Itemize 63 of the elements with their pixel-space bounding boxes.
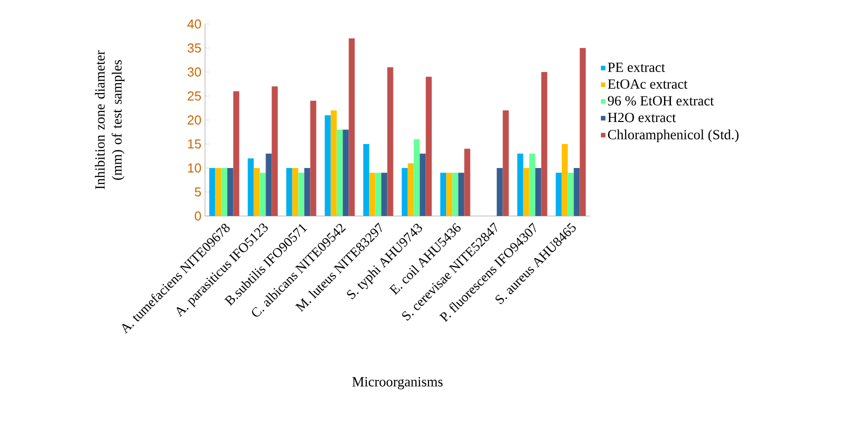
y-tick-label: 30	[188, 67, 201, 77]
bar	[574, 168, 580, 216]
bar	[363, 144, 370, 216]
x-axis-title: Microorganisms	[352, 377, 443, 390]
bar	[375, 172, 382, 216]
bar	[535, 168, 542, 216]
bar	[529, 154, 536, 216]
bar	[342, 130, 349, 216]
bar	[414, 139, 420, 216]
bar	[248, 158, 254, 216]
bar	[387, 67, 394, 216]
bar	[286, 168, 292, 216]
bar	[310, 100, 316, 216]
bar	[369, 172, 376, 216]
y-tick-label: 20	[188, 115, 201, 125]
bar	[458, 172, 464, 216]
bar	[336, 130, 343, 216]
bar	[227, 168, 234, 216]
bar	[517, 154, 524, 216]
bar	[209, 168, 216, 216]
y-tick-label: 15	[188, 139, 201, 149]
bar	[408, 163, 414, 216]
bar	[298, 172, 304, 216]
bar	[440, 172, 446, 216]
bar	[233, 91, 240, 216]
bar	[272, 86, 278, 216]
bar	[215, 168, 222, 216]
bar	[580, 48, 586, 216]
y-axis-title: Inhibition zone diameter (mm) of test samples	[94, 50, 124, 190]
legend-label: PE extract	[608, 62, 666, 72]
bar	[523, 168, 530, 216]
bar	[266, 154, 272, 216]
bar	[254, 168, 260, 216]
bar	[402, 168, 408, 216]
y-tick-label: 5	[194, 187, 201, 197]
bar	[464, 148, 470, 216]
legend-label: H2O extract	[608, 112, 676, 122]
legend-label: Chloramphenicol (Std.)	[608, 130, 739, 142]
bar	[568, 172, 574, 216]
bar	[348, 38, 355, 216]
y-tick-label: 35	[188, 43, 201, 53]
bar	[260, 172, 266, 216]
legend-label: EtOAc extract	[608, 79, 688, 89]
bar	[562, 144, 568, 216]
bar	[541, 72, 548, 216]
bar	[292, 168, 298, 216]
bar	[452, 172, 458, 216]
y-tick-label: 10	[188, 163, 201, 173]
bar	[420, 154, 426, 216]
bar	[381, 172, 388, 216]
bar	[221, 168, 228, 216]
bar	[426, 76, 432, 216]
legend-label: 96 % EtOH extract	[608, 96, 714, 106]
bar	[324, 115, 331, 216]
bar	[496, 168, 503, 216]
bar	[304, 168, 310, 216]
bar	[330, 110, 337, 216]
y-tick-label: 25	[188, 91, 201, 101]
bar	[556, 172, 562, 216]
bar	[502, 110, 509, 216]
bar	[446, 172, 452, 216]
y-tick-label: 0	[194, 211, 201, 221]
y-tick-label: 40	[187, 19, 201, 29]
